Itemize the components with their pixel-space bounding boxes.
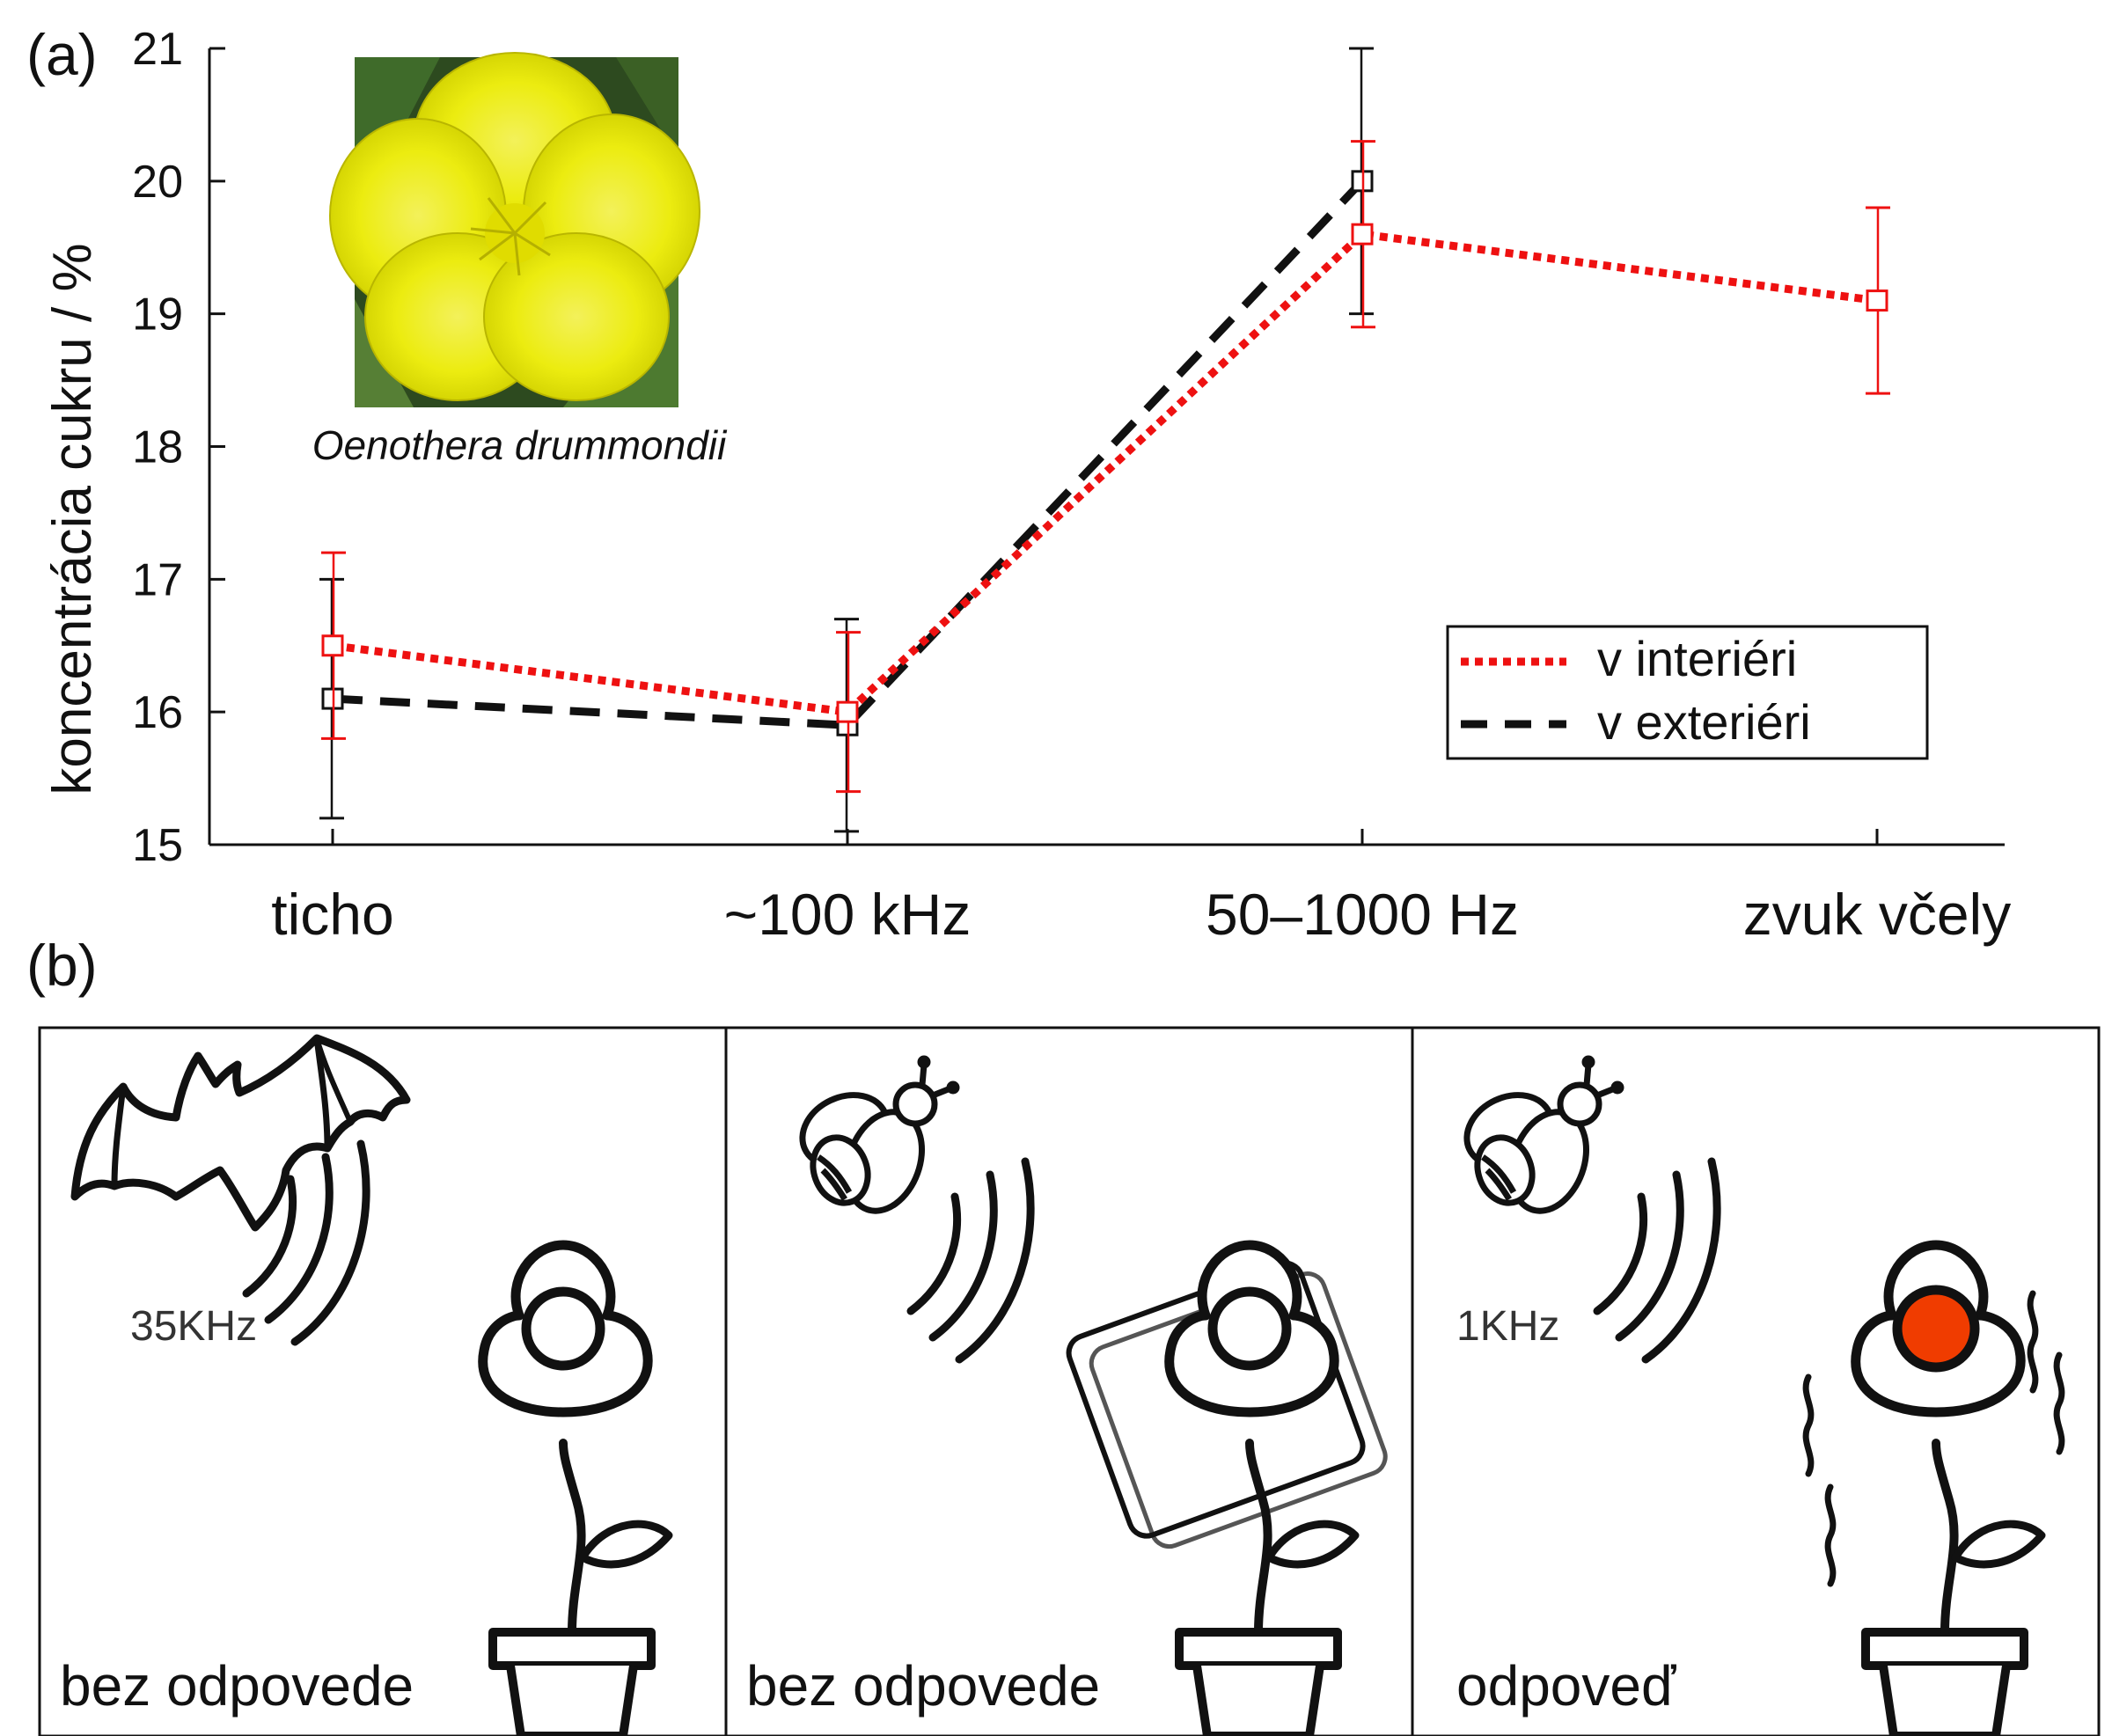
plot-area: 15 16 17 18 19 20 21 ticho ~100 kHz 50–1000 Hz zv…: [132, 24, 2011, 947]
photo-caption: Oenothera drummondii: [312, 422, 728, 468]
y-tick-label: 19: [132, 289, 183, 341]
bee-icon: [799, 1055, 960, 1214]
legend-label-exterior: v exteriéri: [1597, 694, 1811, 750]
y-tick-label: 16: [132, 687, 183, 738]
y-tick-label: 21: [132, 24, 183, 75]
bee-icon: [1463, 1055, 1624, 1214]
panel-b-label: (b): [26, 933, 98, 998]
legend-box: [1446, 625, 1929, 760]
x-tick-label: zvuk včely: [1743, 882, 2011, 947]
series-layer: [319, 47, 1890, 833]
data-point-marker: [321, 634, 344, 657]
data-point-marker: [836, 700, 859, 723]
flower-photo: [329, 52, 700, 407]
legend-label-interior: v interiéri: [1597, 631, 1797, 686]
scenario-frame: [38, 1026, 2101, 1736]
sound-waves-icon: [906, 1157, 1035, 1364]
scenario-panel-3: 1KHz odpoveď: [1456, 1055, 2065, 1736]
flower-pot-icon: [1170, 1245, 1355, 1736]
x-ticks: ticho ~100 kHz 50–1000 Hz zvuk včely: [271, 829, 2011, 947]
x-tick-label: 50–1000 Hz: [1206, 882, 1519, 947]
panel-a-label: (a): [26, 22, 98, 87]
y-ticks: 15 16 17 18 19 20 21: [132, 24, 225, 871]
data-point-marker: [1866, 289, 1888, 312]
flower-pot-icon: [483, 1245, 669, 1736]
y-axis-label: koncentrácia cukru / %: [42, 243, 103, 795]
response-label-2: bez odpovede: [746, 1654, 1100, 1718]
scenario-panel-2: bez odpovede: [746, 1055, 1388, 1736]
response-label-1: bez odpovede: [60, 1654, 414, 1718]
sound-waves-icon: [1593, 1157, 1721, 1364]
flower-response-center: [1892, 1285, 1980, 1373]
series-line: [332, 230, 1878, 716]
series-line: [332, 178, 1366, 729]
vibration-marks-icon: [1802, 1290, 2065, 1587]
scenario-panel-1: 35KHz bez odpovede: [60, 1034, 669, 1736]
y-tick-label: 17: [132, 554, 183, 605]
flower-pot-icon: [1856, 1245, 2042, 1736]
series-interior: [321, 140, 1890, 794]
frequency-label-3: 1KHz: [1456, 1303, 1559, 1350]
data-point-marker: [1351, 223, 1374, 245]
y-tick-label: 18: [132, 422, 183, 473]
response-label-3: odpoveď: [1456, 1654, 1676, 1718]
x-tick-label: ticho: [271, 882, 393, 947]
y-tick-label: 15: [132, 820, 183, 871]
y-tick-label: 20: [132, 157, 183, 208]
x-tick-label: ~100 kHz: [724, 882, 972, 947]
sound-waves-icon: [242, 1139, 370, 1346]
frequency-label-1: 35KHz: [130, 1303, 257, 1350]
legend: v interiéri v exteriéri: [1446, 625, 1929, 760]
bat-icon: [70, 1034, 411, 1232]
